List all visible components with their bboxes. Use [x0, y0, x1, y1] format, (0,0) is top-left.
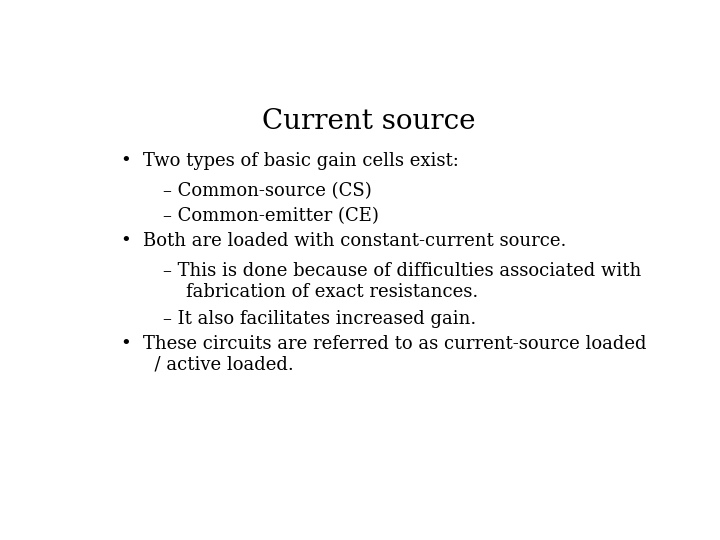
Text: – It also facilitates increased gain.: – It also facilitates increased gain.	[163, 310, 476, 328]
Text: – This is done because of difficulties associated with
    fabrication of exact : – This is done because of difficulties a…	[163, 262, 641, 301]
Text: Current source: Current source	[262, 109, 476, 136]
Text: •: •	[121, 152, 132, 170]
Text: Both are loaded with constant-current source.: Both are loaded with constant-current so…	[143, 232, 567, 250]
Text: •: •	[121, 335, 132, 353]
Text: – Common-emitter (CE): – Common-emitter (CE)	[163, 207, 379, 225]
Text: – Common-source (CS): – Common-source (CS)	[163, 182, 372, 200]
Text: These circuits are referred to as current-source loaded
  / active loaded.: These circuits are referred to as curren…	[143, 335, 647, 374]
Text: •: •	[121, 232, 132, 250]
Text: Two types of basic gain cells exist:: Two types of basic gain cells exist:	[143, 152, 459, 170]
